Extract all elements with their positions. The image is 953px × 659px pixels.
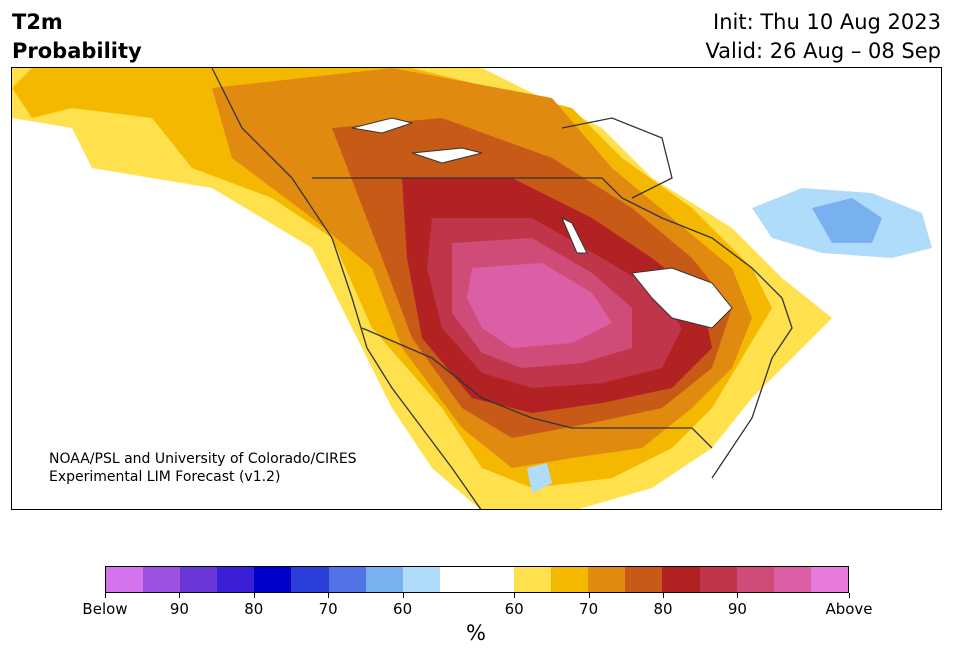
- colorbar-tickmark: [402, 593, 404, 598]
- boundaries: [211, 68, 793, 509]
- colorbar-tickmark: [179, 593, 181, 598]
- east-coast: [711, 297, 793, 479]
- colorbar-swatch: [254, 567, 292, 592]
- colorbar-swatch: [514, 567, 552, 592]
- valid-range: Valid: 26 Aug – 08 Sep: [705, 39, 941, 63]
- colorbar-swatch: [476, 567, 515, 592]
- colorbar-tick-label: Above: [825, 600, 873, 618]
- colorbar-swatch: [402, 567, 440, 592]
- credit-text: NOAA/PSL and University of Colorado/CIRE…: [49, 450, 357, 486]
- chart-title: T2m Probability: [12, 8, 142, 66]
- colorbar-tick-label: 70: [318, 600, 338, 618]
- colorbar-swatch: [439, 567, 477, 592]
- lakes: [351, 117, 733, 329]
- prob-band-60-below-mexico: [527, 463, 552, 493]
- prob-band-70-below: [812, 198, 882, 243]
- colorbar-tick-label: 90: [727, 600, 747, 618]
- colorbar-swatch: [551, 567, 589, 592]
- lake-winnipeg: [561, 216, 588, 254]
- forecast-map: [11, 67, 942, 510]
- colorbar-swatch: [699, 567, 737, 592]
- date-info: Init: Thu 10 Aug 2023 Valid: 26 Aug – 08…: [705, 8, 941, 66]
- colorbar-swatch: [773, 567, 811, 592]
- colorbar-swatch: [328, 567, 366, 592]
- credit-line-2: Experimental LIM Forecast (v1.2): [49, 469, 281, 485]
- colorbar-swatch: [217, 567, 255, 592]
- colorbar-swatch: [143, 567, 181, 592]
- colorbar-tick-label: 70: [579, 600, 599, 618]
- colorbar-unit: %: [466, 621, 486, 645]
- colorbar-tickmark: [849, 593, 850, 598]
- colorbar-swatch: [810, 567, 848, 592]
- colorbar-swatch: [180, 567, 218, 592]
- colorbar-tickmark: [253, 593, 255, 598]
- colorbar-swatch: [291, 567, 329, 592]
- colorbar-tick-label: 90: [169, 600, 189, 618]
- colorbar-swatch: [736, 567, 774, 592]
- colorbar: [105, 566, 849, 593]
- credit-line-1: NOAA/PSL and University of Colorado/CIRE…: [49, 451, 357, 467]
- colorbar-tickmark: [105, 593, 106, 598]
- colorbar-tickmark: [588, 593, 590, 598]
- us-mexico-border: [361, 327, 533, 419]
- colorbar-tickmark: [514, 593, 516, 598]
- colorbar-swatch: [588, 567, 626, 592]
- colorbar-swatch: [625, 567, 663, 592]
- colorbar-swatch: [662, 567, 700, 592]
- colorbar-tick-label: 80: [653, 600, 673, 618]
- colorbar-tick-label: 80: [244, 600, 264, 618]
- colorbar-swatch: [365, 567, 403, 592]
- great-lakes: [631, 267, 733, 329]
- colorbar-tick-label: 60: [504, 600, 524, 618]
- product-name: Probability: [12, 39, 142, 63]
- colorbar-swatch: [106, 567, 144, 592]
- colorbar-tickmark: [328, 593, 330, 598]
- colorbar-tick-label: Below: [82, 600, 128, 618]
- us-canada-border: [312, 177, 783, 299]
- west-coast: [211, 68, 482, 509]
- init-date: Init: Thu 10 Aug 2023: [713, 10, 941, 34]
- hudson-bay: [561, 117, 673, 199]
- colorbar-tickmark: [737, 593, 739, 598]
- prob-band-95-above: [467, 263, 612, 348]
- variable-name: T2m: [12, 10, 63, 34]
- great-slave-lake: [351, 117, 414, 134]
- map-svg: [12, 68, 932, 509]
- colorbar-tick-label: 60: [393, 600, 413, 618]
- colorbar-tickmark: [663, 593, 664, 598]
- great-bear-lake: [411, 147, 483, 164]
- gulf-coast: [531, 417, 713, 449]
